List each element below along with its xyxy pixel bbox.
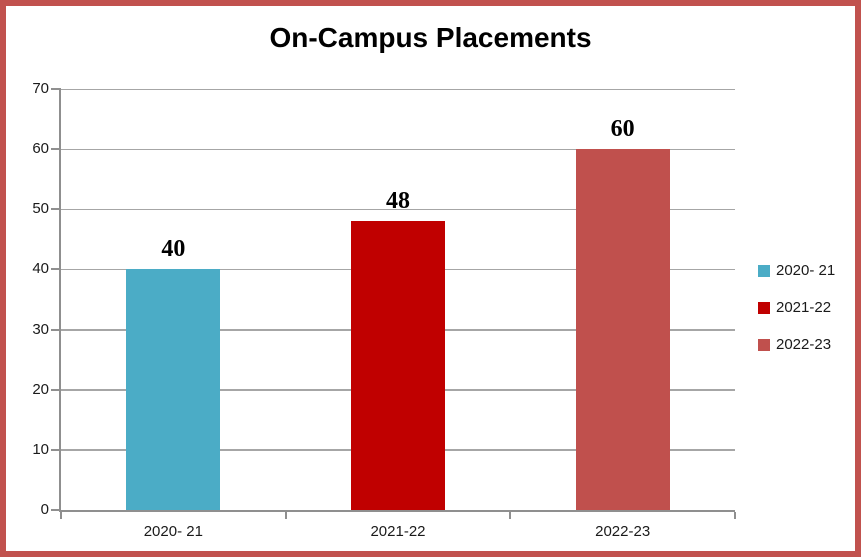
y-tick-label-30: 30 [32, 320, 49, 338]
legend-label: 2021-22 [776, 299, 832, 316]
legend-item-2022-23: 2022-23 [758, 336, 835, 353]
x-tick-label-2022-23: 2022-23 [595, 523, 651, 540]
y-axis-tick-30 [51, 328, 61, 331]
gridline-y-70 [61, 88, 735, 90]
y-tick-label-20: 20 [32, 380, 49, 398]
x-axis-tick-3 [734, 512, 736, 519]
gridline-y-50 [61, 208, 735, 211]
x-tick-label-2021-22: 2021-22 [370, 523, 426, 540]
legend-label: 2020- 21 [776, 262, 836, 279]
legend-item-2020-21: 2020- 21 [758, 262, 835, 279]
legend-item-2021-22: 2021-22 [758, 299, 835, 316]
plot-area: 0 10 20 30 40 50 60 70 40 2020- 21 48 2021-22 60 2022… [32, 80, 736, 540]
y-tick-label-40: 40 [32, 260, 49, 278]
y-axis-tick-20 [51, 388, 61, 391]
y-tick-label-70: 70 [32, 80, 49, 97]
x-axis-tick-1 [284, 512, 287, 519]
bar-data-label-2020-21: 40 [161, 236, 186, 263]
y-tick-label-50: 50 [32, 200, 49, 218]
chart-title: On-Campus Placements [269, 22, 592, 53]
y-tick-label-10: 10 [32, 440, 49, 458]
y-tick-label-60: 60 [32, 140, 49, 158]
y-axis-tick-50 [51, 208, 61, 211]
y-axis-tick-60 [51, 148, 61, 151]
legend-swatch-icon [758, 264, 770, 277]
y-axis-tick-0 [51, 509, 61, 511]
bar-2022-23 [575, 149, 670, 510]
y-axis-tick-10 [51, 448, 61, 451]
x-axis-tick-0 [60, 512, 62, 519]
legend-swatch-icon [758, 301, 770, 314]
bar-2021-22 [351, 221, 445, 510]
y-tick-label-0: 0 [40, 501, 49, 518]
legend-label: 2022-23 [776, 336, 832, 353]
y-axis-tick-70 [51, 88, 61, 90]
legend: 2020- 21 2021-22 2022-23 [758, 262, 835, 353]
y-axis-tick-40 [51, 268, 61, 271]
legend-swatch-icon [758, 338, 770, 351]
x-axis-tick-2 [509, 512, 512, 519]
bar-2020-21 [126, 269, 221, 510]
gridline-y-60 [61, 148, 735, 151]
x-tick-label-2020-21: 2020- 21 [143, 523, 203, 540]
bar-data-label-2022-23: 60 [610, 116, 635, 143]
bar-data-label-2021-22: 48 [386, 188, 410, 215]
